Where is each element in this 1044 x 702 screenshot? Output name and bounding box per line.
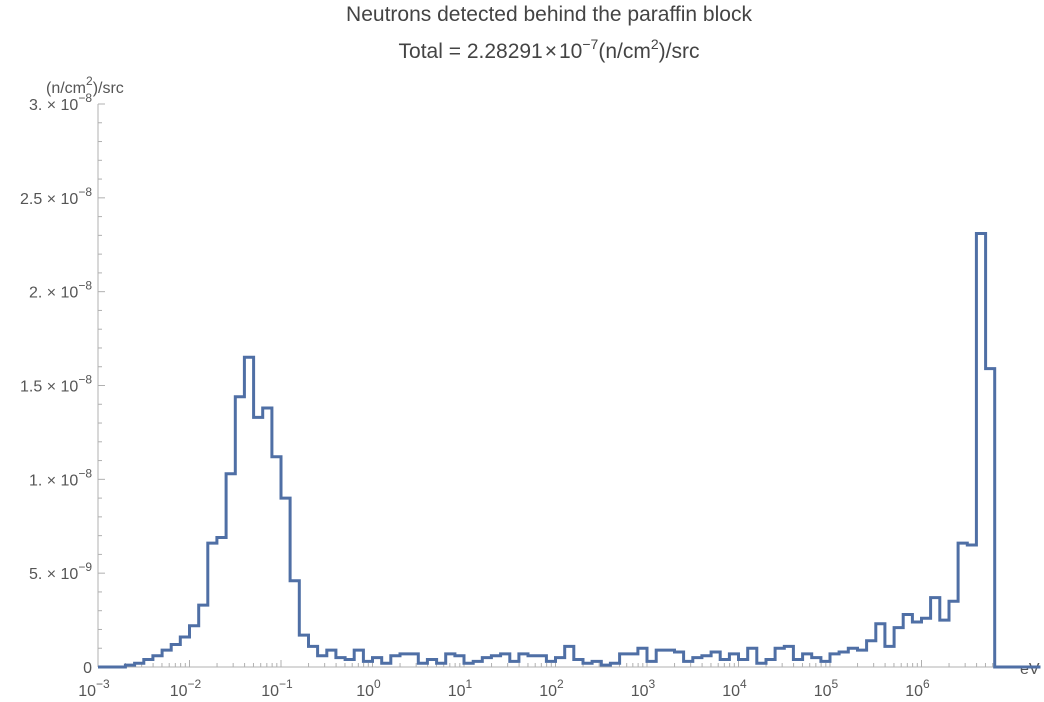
x-tick-label: 105 [814, 677, 839, 700]
y-tick-label: 2. × 10−8 [29, 279, 92, 302]
y-tick-label: 1. × 10−8 [29, 466, 92, 489]
y-tick-label: 5. × 10−9 [29, 560, 92, 583]
chart-title: Neutrons detected behind the paraffin bl… [346, 3, 752, 26]
x-tick-label: 106 [905, 677, 930, 700]
x-axis-label: eV [1020, 661, 1040, 678]
y-tick-label: 0 [83, 660, 92, 677]
y-tick-label: 1.5 × 10−8 [20, 373, 92, 396]
x-tick-label: 101 [448, 677, 473, 700]
x-tick-label: 100 [356, 677, 381, 700]
x-tick-label: 10−2 [170, 677, 202, 700]
x-tick-label: 10−3 [78, 677, 110, 700]
y-tick-label: 2.5 × 10−8 [20, 185, 92, 208]
x-tick-label: 104 [722, 677, 747, 700]
x-tick-label: 10−1 [261, 677, 293, 700]
histogram-series [98, 232, 1041, 669]
y-axis-label: (n/cm2)/src [46, 74, 124, 97]
x-tick-label: 103 [631, 677, 656, 700]
chart-subtitle: Total = 2.28291×10−7(n/cm2)/src [399, 36, 700, 63]
x-tick-label: 102 [539, 677, 564, 700]
y-tick-label: 3. × 10−8 [29, 91, 92, 114]
